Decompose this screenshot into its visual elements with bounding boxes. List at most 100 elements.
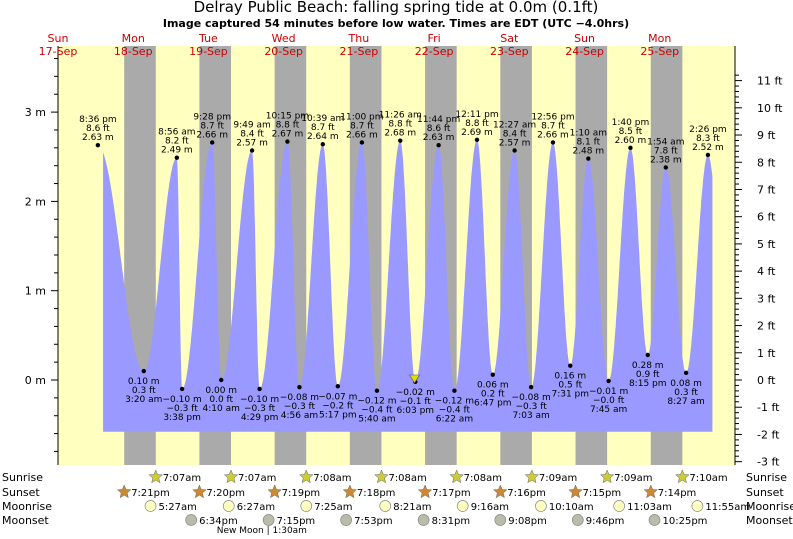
low-tide-feet: −0.3 ft xyxy=(166,404,198,414)
right-tick-label: 4 ft xyxy=(757,265,776,278)
right-tick-label: 8 ft xyxy=(757,156,776,169)
left-tick-label: 0 m xyxy=(25,374,46,387)
low-tide-meters: 0.10 m xyxy=(128,377,160,387)
row-label-left-moonrise: Moonrise xyxy=(2,500,52,513)
high-tide-time: 12:56 pm xyxy=(531,112,574,122)
tide-extreme-dot xyxy=(474,137,480,142)
day-name: Fri xyxy=(428,32,441,45)
tide-extreme-dot xyxy=(219,377,224,383)
low-tide-time: 7:45 am xyxy=(590,405,627,415)
low-tide-time: 6:47 pm xyxy=(474,399,512,409)
right-tick-label: 6 ft xyxy=(757,211,776,224)
high-tide-time: 1:10 am xyxy=(570,129,607,139)
right-tick-label: 3 ft xyxy=(757,292,776,305)
right-tick-label: 0 ft xyxy=(757,374,776,387)
day-name: Sat xyxy=(500,32,519,45)
sunrise-time: 7:09am xyxy=(614,473,652,484)
tide-area xyxy=(103,139,713,432)
low-tide-feet: −0.0 ft xyxy=(593,396,625,406)
low-tide-feet: −0.3 ft xyxy=(516,402,548,412)
tide-extreme-dot xyxy=(528,384,534,390)
moonset-time: 9:46pm xyxy=(586,516,625,527)
right-tick-label: 2 ft xyxy=(757,320,776,333)
sunrise-time: 7:08am xyxy=(388,473,426,484)
high-tide-meters: 2.57 m xyxy=(236,138,268,148)
tide-extreme-dot xyxy=(174,155,180,160)
moonset-icon xyxy=(262,514,275,526)
low-tide-time: 6:03 pm xyxy=(397,406,435,416)
sunset-time: 7:16pm xyxy=(507,488,546,499)
moonrise-icon xyxy=(535,500,547,512)
low-tide-time: 5:40 am xyxy=(358,415,395,425)
row-label-right-moonrise: Moonrise xyxy=(746,500,793,513)
sunset-icon xyxy=(417,484,433,499)
high-tide-meters: 2.66 m xyxy=(346,130,378,140)
day-date: 21-Sep xyxy=(340,45,379,58)
low-tide-time: 4:10 am xyxy=(203,404,240,414)
low-tide-meters: 0.06 m xyxy=(477,381,509,391)
high-tide-time: 11:44 pm xyxy=(417,115,460,125)
moonrise-icon xyxy=(456,500,469,512)
low-tide-feet: −0.3 ft xyxy=(284,402,316,412)
tide-extreme-dot xyxy=(398,138,403,143)
moonrise-icon xyxy=(300,500,313,512)
high-tide-meters: 2.64 m xyxy=(307,132,339,142)
low-tide-meters: −0.01 m xyxy=(589,387,628,397)
low-tide-feet: 0.3 ft xyxy=(132,386,156,396)
low-tide-feet: −0.3 ft xyxy=(244,404,276,414)
right-tick-label: 5 ft xyxy=(757,238,776,251)
row-label-right-moonset: Moonset xyxy=(746,514,793,527)
right-tick-label: 11 ft xyxy=(757,75,783,88)
moonset-time: 8:31pm xyxy=(432,516,471,527)
day-name: Wed xyxy=(272,32,296,45)
moonrise-icon xyxy=(691,500,704,512)
moonset-time: 7:15pm xyxy=(277,516,316,527)
day-name: Tue xyxy=(198,32,218,45)
low-tide-meters: −0.10 m xyxy=(163,395,202,405)
low-tide-meters: −0.12 m xyxy=(357,397,396,407)
right-tick-label: 1 ft xyxy=(757,347,776,360)
high-tide-time: 11:26 am xyxy=(379,111,422,121)
high-tide-feet: 8.8 ft xyxy=(276,121,300,131)
tide-extreme-dot xyxy=(683,370,689,376)
tide-extreme-dot xyxy=(512,148,517,153)
high-tide-meters: 2.69 m xyxy=(461,128,493,138)
day-name: Sun xyxy=(574,32,595,45)
sunset-icon xyxy=(492,484,508,499)
row-label-left-sunset: Sunset xyxy=(2,486,40,499)
day-date: 22-Sep xyxy=(415,45,454,58)
sunrise-icon xyxy=(675,469,690,484)
low-tide-meters: −0.10 m xyxy=(240,395,279,405)
moonset-icon xyxy=(494,514,507,526)
high-tide-feet: 8.3 ft xyxy=(696,134,720,144)
day-date: 20-Sep xyxy=(264,45,303,58)
moonrise-time: 10:10am xyxy=(549,502,594,513)
high-tide-meters: 2.66 m xyxy=(537,130,569,140)
high-tide-time: 8:36 pm xyxy=(79,115,117,125)
moonrise-time: 11:03am xyxy=(627,502,672,513)
tide-extreme-dot xyxy=(141,368,146,374)
sunset-time: 7:14pm xyxy=(658,488,697,499)
tide-extreme-dot xyxy=(320,142,325,147)
moonrise-time: 8:21am xyxy=(393,502,431,513)
tide-extreme-dot xyxy=(606,378,611,384)
moonset-time: 6:34pm xyxy=(199,516,238,527)
low-tide-meters: −0.02 m xyxy=(396,388,435,398)
low-tide-feet: 0.9 ft xyxy=(636,370,660,380)
low-tide-meters: −0.12 m xyxy=(435,397,474,407)
tide-curve xyxy=(103,139,713,432)
tide-extreme-dot xyxy=(257,386,262,392)
high-tide-meters: 2.38 m xyxy=(650,155,682,165)
low-tide-time: 7:31 pm xyxy=(551,390,589,400)
sunset-time: 7:19pm xyxy=(282,488,321,499)
low-tide-time: 7:03 am xyxy=(512,411,549,421)
sunset-icon xyxy=(643,484,659,499)
day-date: 25-Sep xyxy=(640,45,679,58)
moonrise-time: 11:55am xyxy=(705,502,750,513)
sunrise-time: 7:10am xyxy=(689,473,727,484)
low-tide-meters: 0.00 m xyxy=(205,386,237,396)
low-tide-feet: −0.2 ft xyxy=(322,401,354,411)
sunrise-icon xyxy=(298,469,314,484)
moonrise-time: 5:27am xyxy=(159,502,197,513)
